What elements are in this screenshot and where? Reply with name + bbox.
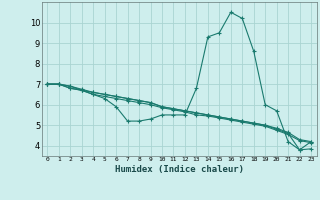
- X-axis label: Humidex (Indice chaleur): Humidex (Indice chaleur): [115, 165, 244, 174]
